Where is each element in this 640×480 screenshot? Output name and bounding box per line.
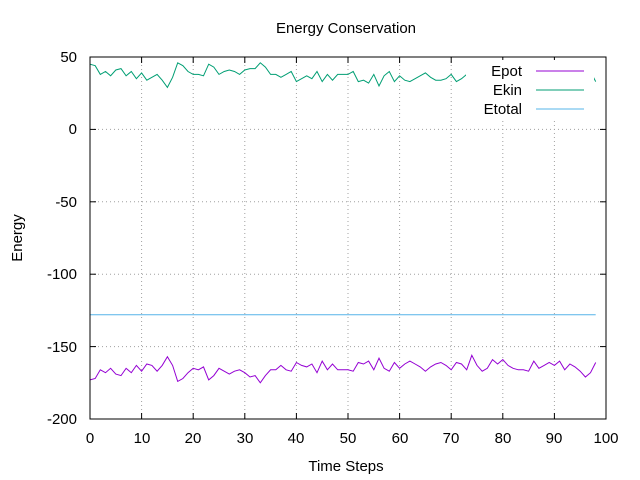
x-tick-label: 50 [340,430,357,447]
plot-frame [89,56,607,420]
x-tick-label: 40 [288,430,305,447]
legend: Epot Ekin Etotal [466,60,594,120]
x-tick-label: 30 [237,430,254,447]
chart-title: Energy Conservation [276,20,416,37]
legend-label-ekin: Ekin [493,82,522,99]
legend-label-epot: Epot [491,63,523,80]
x-tick-label: 80 [495,430,512,447]
x-tick-label: 60 [392,430,409,447]
y-tick-labels: 50 0 -50 -100 -150 -200 [47,49,77,428]
x-tick-label: 0 [86,430,94,447]
y-axis-label: Energy [9,214,26,262]
y-tick-label: 0 [69,121,77,138]
legend-label-etotal: Etotal [484,101,522,118]
x-axis-label: Time Steps [308,458,383,475]
x-tick-label: 100 [593,430,618,447]
axis-ticks [89,56,607,420]
x-tick-label: 70 [443,430,460,447]
series-line-epot [89,354,597,384]
y-tick-label: -100 [47,266,77,283]
x-tick-label: 10 [134,430,151,447]
y-tick-label: 50 [60,49,77,66]
x-tick-labels: 0 10 20 30 40 50 60 70 80 90 100 [86,430,619,447]
x-tick-label: 90 [546,430,563,447]
y-tick-label: -50 [55,194,77,211]
y-tick-label: -150 [47,339,77,356]
y-tick-label: -200 [47,411,77,428]
x-tick-label: 20 [185,430,202,447]
